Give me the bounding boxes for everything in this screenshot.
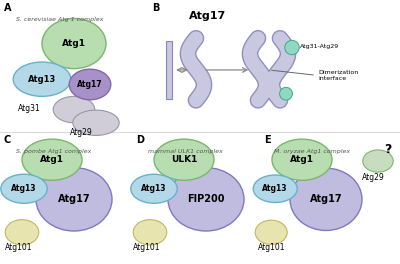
Text: ULK1: ULK1 [171,155,197,164]
Ellipse shape [272,139,332,180]
Text: Dimerization
interface: Dimerization interface [318,70,358,81]
Text: Atg1: Atg1 [62,39,86,48]
Ellipse shape [5,220,39,245]
Text: A: A [4,3,12,13]
Text: Atg13: Atg13 [28,75,56,84]
Text: B: B [152,3,159,13]
Text: Atg101: Atg101 [258,243,286,252]
Ellipse shape [168,168,244,231]
Text: C: C [4,135,11,145]
Text: Atg13: Atg13 [262,184,288,193]
Circle shape [285,40,299,55]
Text: Atg17: Atg17 [77,80,103,89]
Ellipse shape [131,174,177,203]
Text: S. pombe Atg1 complex: S. pombe Atg1 complex [16,149,91,154]
Text: Atg31: Atg31 [18,104,41,113]
Text: E: E [264,135,271,145]
Text: Atg1: Atg1 [290,155,314,164]
Ellipse shape [255,220,287,244]
Ellipse shape [73,110,119,135]
Ellipse shape [13,62,71,96]
Text: Atg101: Atg101 [5,243,32,252]
Ellipse shape [253,175,297,202]
Ellipse shape [42,18,106,69]
Text: S. cerevisiae Atg 1 complex: S. cerevisiae Atg 1 complex [16,17,104,22]
Text: Atg31-Atg29: Atg31-Atg29 [300,45,339,49]
Ellipse shape [363,150,393,172]
Text: Atg17: Atg17 [58,194,90,204]
Ellipse shape [1,174,47,203]
Text: Atg17: Atg17 [189,11,227,21]
Text: Atg13: Atg13 [11,184,37,193]
Ellipse shape [36,168,112,231]
Ellipse shape [69,69,111,100]
Ellipse shape [22,139,82,180]
Text: Atg17: Atg17 [310,194,342,204]
Text: M. oryzae Atg1 complex: M. oryzae Atg1 complex [274,149,350,154]
Text: Atg101: Atg101 [133,243,160,252]
Text: mammal ULK1 complex: mammal ULK1 complex [148,149,223,154]
Bar [166,41,172,99]
Text: D: D [136,135,144,145]
Circle shape [280,87,292,100]
Text: FIP200: FIP200 [187,194,225,204]
Text: Atg29: Atg29 [362,173,385,182]
Ellipse shape [290,168,362,230]
Ellipse shape [53,96,95,123]
Text: Atg29: Atg29 [70,128,93,137]
Ellipse shape [154,139,214,180]
Text: Atg13: Atg13 [141,184,167,193]
Text: ?: ? [384,143,392,156]
Text: Atg1: Atg1 [40,155,64,164]
Ellipse shape [133,220,167,245]
